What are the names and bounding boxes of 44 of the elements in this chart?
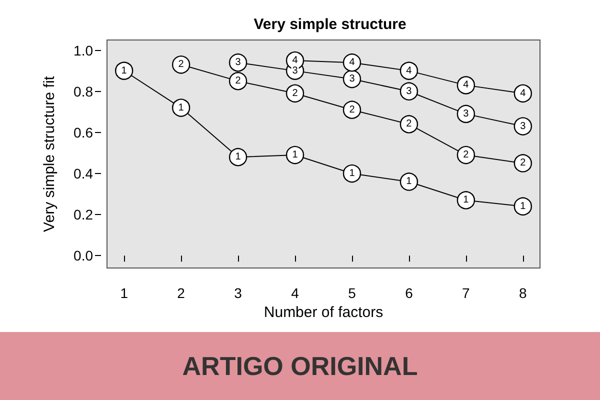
text: 3 xyxy=(520,120,526,132)
text: 4 xyxy=(349,57,355,68)
series-label: 4 xyxy=(406,65,412,76)
x-tick-label: 4 xyxy=(291,285,300,301)
text: 2 xyxy=(292,88,298,99)
text: 3 xyxy=(406,86,412,97)
y-tick-label: 1.0 xyxy=(74,42,94,58)
x-axis-title: Number of factors xyxy=(264,304,384,321)
text: 3 xyxy=(463,108,469,120)
text: 3 xyxy=(349,74,355,85)
x-tick-label: 2 xyxy=(177,285,186,301)
y-tick-label: 0.8 xyxy=(74,83,94,100)
chart-title: Very simple structure xyxy=(254,16,406,33)
text: 3 xyxy=(292,65,298,76)
text: 1 xyxy=(292,150,298,161)
y-tick-label: 0.2 xyxy=(74,206,94,223)
text: 2 xyxy=(406,118,412,130)
y-tick-label: 0.6 xyxy=(74,124,94,140)
text: 2 xyxy=(235,76,241,87)
text: 1 xyxy=(406,176,412,188)
text: 2 xyxy=(349,104,355,116)
x-tick-label: 7 xyxy=(462,285,470,301)
text: 1 xyxy=(520,200,526,212)
x-tick-label: 5 xyxy=(348,285,356,301)
text: 1 xyxy=(121,65,127,76)
text: 4 xyxy=(292,55,298,66)
text: 1 xyxy=(235,152,241,163)
x-tick-label: 3 xyxy=(234,285,242,301)
y-axis-title: Very simple structure fit xyxy=(41,75,58,232)
series-label: 1 xyxy=(178,102,184,114)
text: 2 xyxy=(463,150,469,161)
x-tick-label: 1 xyxy=(120,285,128,301)
series-label: 2 xyxy=(178,59,184,70)
text: 2 xyxy=(520,158,526,169)
y-tick-label: 0.0 xyxy=(74,248,94,264)
text: ARTIGO ORIGINAL xyxy=(0,332,600,400)
text: 1 xyxy=(349,168,355,180)
text: 4 xyxy=(463,80,469,91)
y-tick-label: 0.4 xyxy=(74,166,94,182)
x-tick-label: 6 xyxy=(405,285,414,301)
series-label: 3 xyxy=(235,57,242,68)
text: 4 xyxy=(520,88,526,99)
x-tick-label: 8 xyxy=(519,285,528,301)
text: 1 xyxy=(463,194,469,206)
